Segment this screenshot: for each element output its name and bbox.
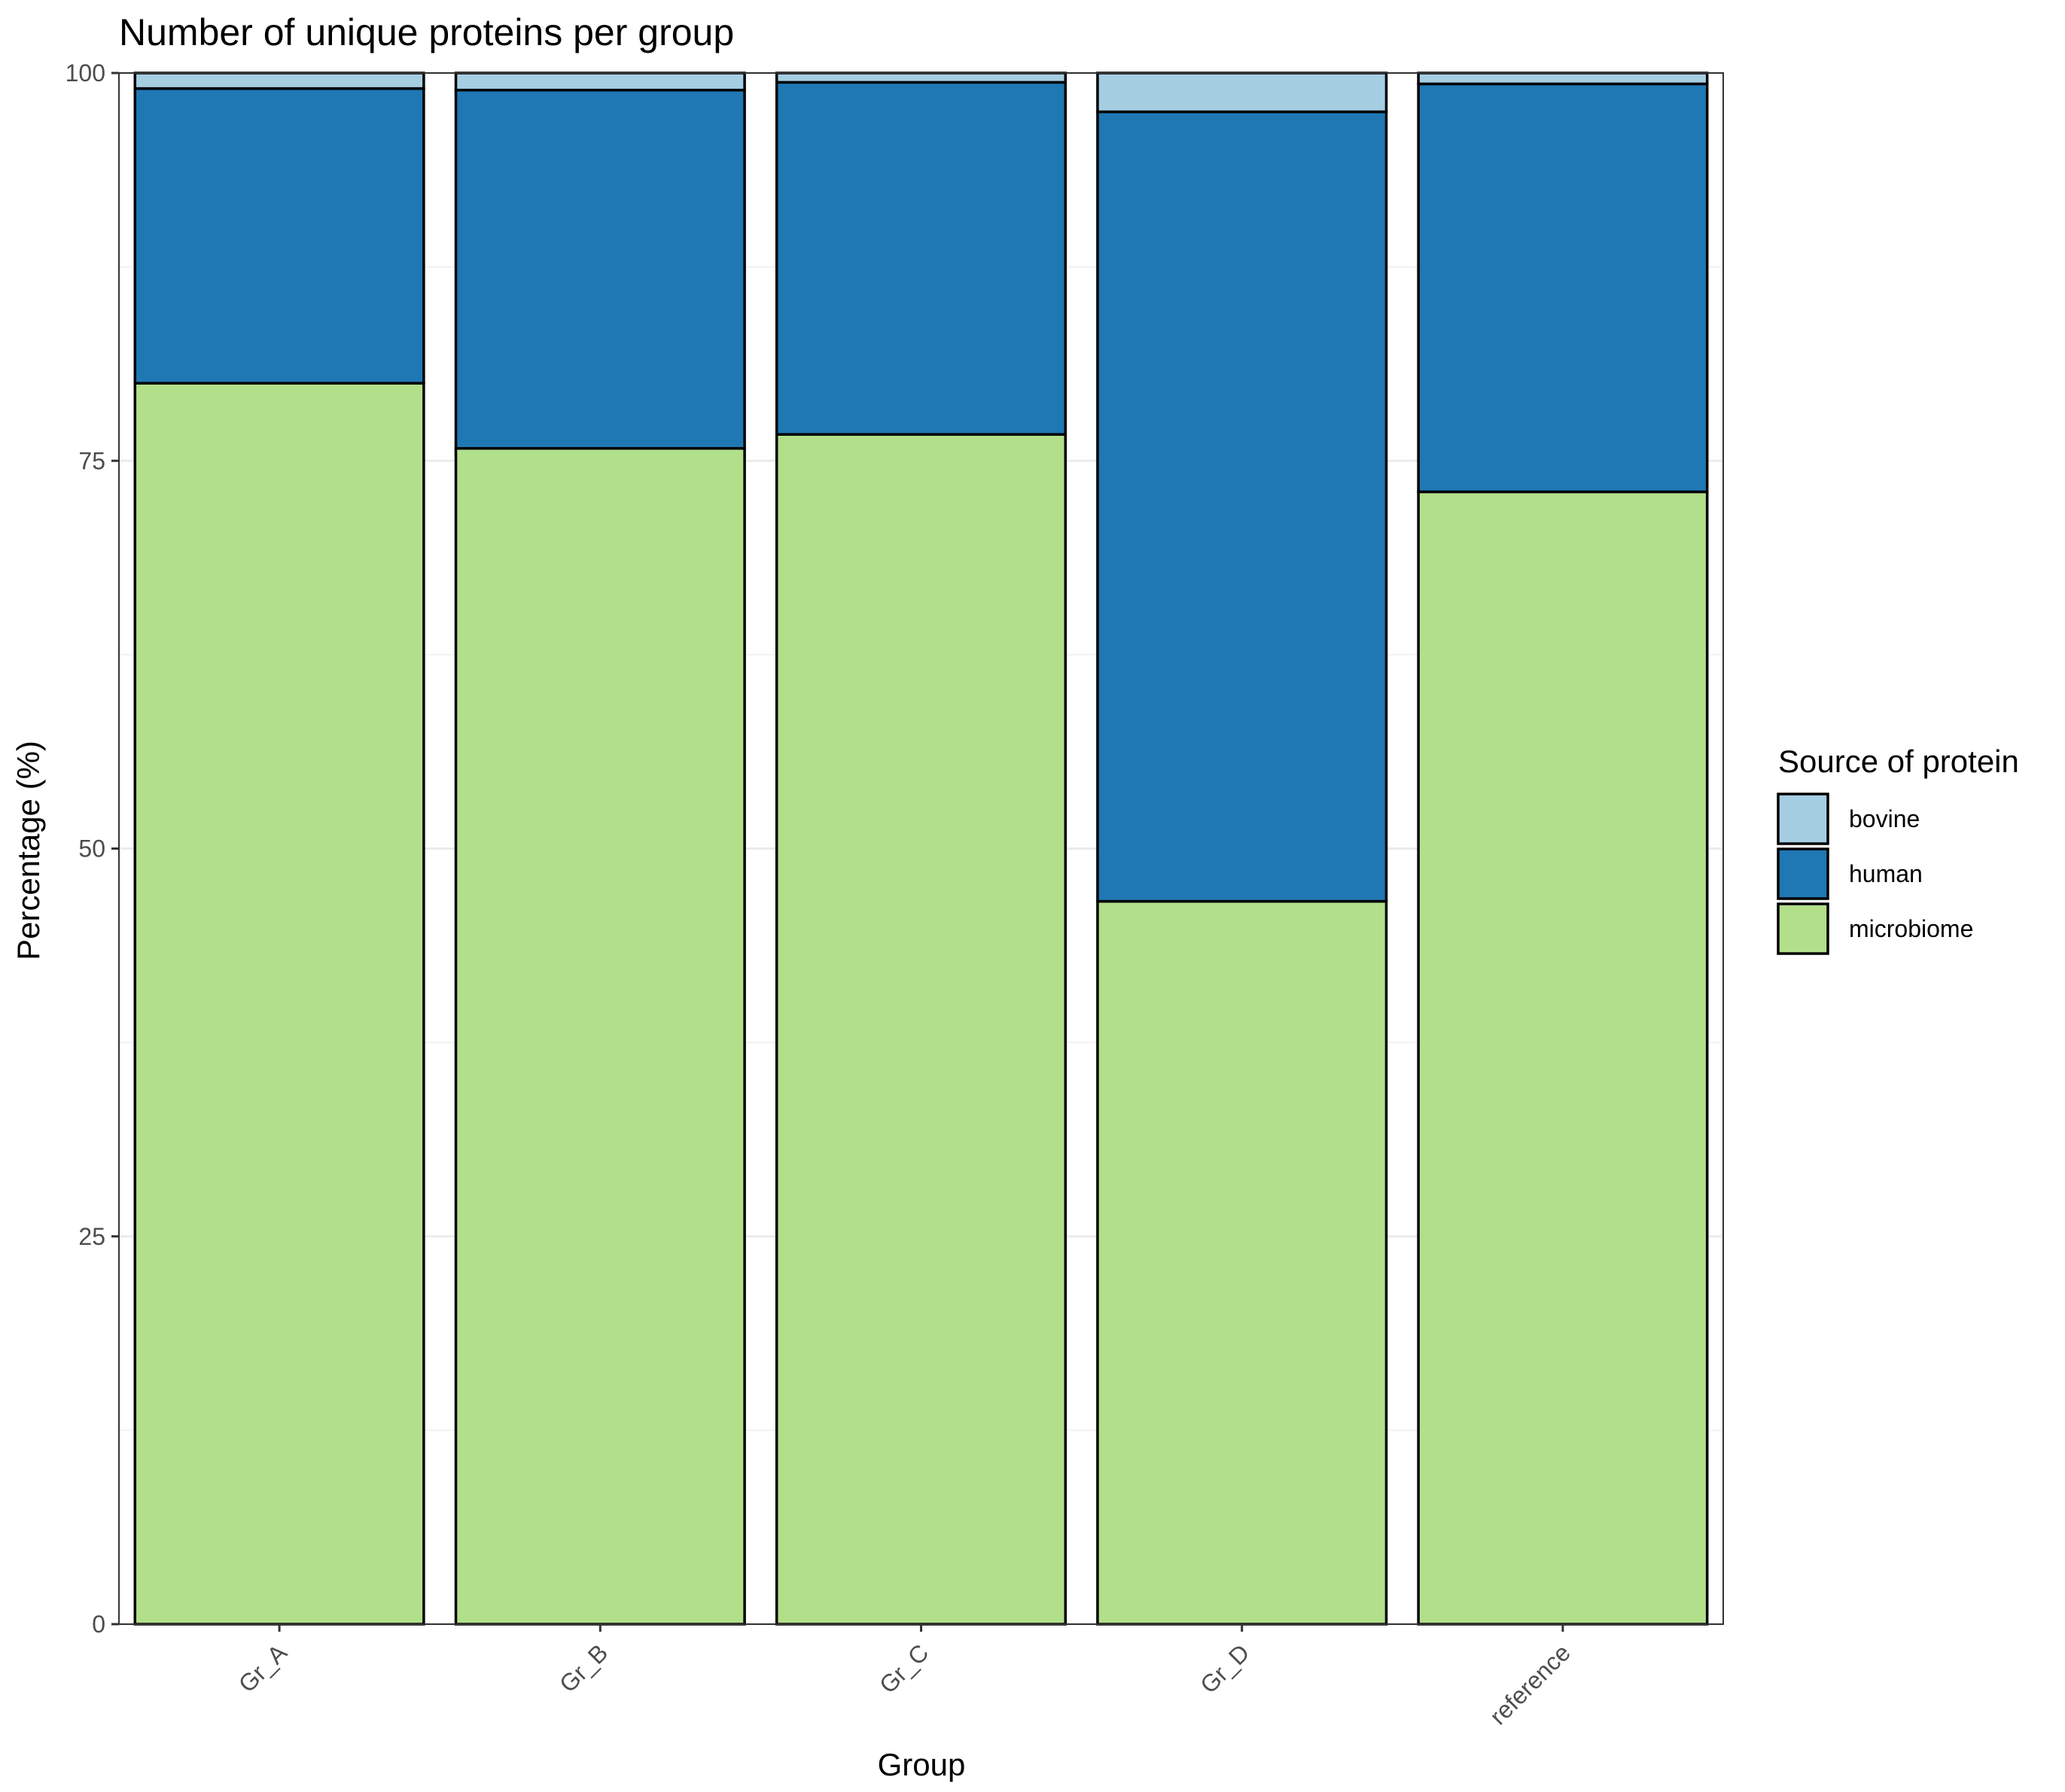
plot-area: Gr_A Gr_B Gr_C Gr_D reference 0 25 50 75 100 [65, 59, 1724, 1730]
bar-segment-human-gr_c [775, 81, 1068, 436]
x-tick-label-gr_c: Gr_C [874, 1638, 934, 1699]
bar-segment-microbiome-gr_a [133, 382, 425, 1626]
legend: Source of protein bovine human microbiome [1777, 744, 2019, 955]
y-tick-label-100: 100 [65, 59, 105, 87]
bar-segment-bovine-gr_d [1096, 71, 1388, 114]
legend-label-bovine: bovine [1849, 805, 1920, 832]
bar-segment-bovine-gr_a [133, 71, 425, 90]
y-tick-label-25: 25 [78, 1223, 105, 1250]
bar-segment-bovine-gr_b [454, 71, 746, 92]
y-tick-label-75: 75 [78, 447, 105, 474]
legend-title: Source of protein [1778, 744, 2019, 779]
chart-title: Number of unique proteins per group [119, 11, 734, 53]
bar-segment-human-gr_b [454, 88, 746, 450]
y-axis-title: Percentage (%) [11, 741, 46, 960]
bar-segment-microbiome-gr_d [1096, 899, 1388, 1626]
bar-segment-microbiome-gr_c [775, 433, 1068, 1626]
legend-key-bovine [1777, 793, 1829, 845]
x-tick-label-gr_b: Gr_B [554, 1638, 613, 1697]
x-tick-label-reference: reference [1485, 1638, 1576, 1730]
legend-key-microbiome [1777, 902, 1829, 955]
x-tick-label-gr_d: Gr_D [1195, 1638, 1255, 1699]
y-tick-label-0: 0 [92, 1611, 105, 1638]
bar-segment-human-gr_a [133, 87, 425, 385]
legend-label-microbiome: microbiome [1849, 915, 1973, 942]
bar-segment-human-gr_d [1096, 110, 1388, 903]
x-axis-title: Group [878, 1747, 966, 1782]
legend-label-human: human [1849, 860, 1923, 887]
x-tick-label-gr_a: Gr_A [233, 1638, 293, 1698]
legend-key-human [1777, 847, 1829, 900]
bar-segment-microbiome-reference [1417, 490, 1709, 1626]
bar-segment-human-reference [1417, 82, 1709, 494]
bar-segment-bovine-reference [1417, 71, 1709, 86]
bar-segment-bovine-gr_c [775, 71, 1068, 84]
y-tick-label-50: 50 [78, 835, 105, 863]
plot-border [118, 72, 1724, 1625]
bar-segment-microbiome-gr_b [454, 447, 746, 1626]
